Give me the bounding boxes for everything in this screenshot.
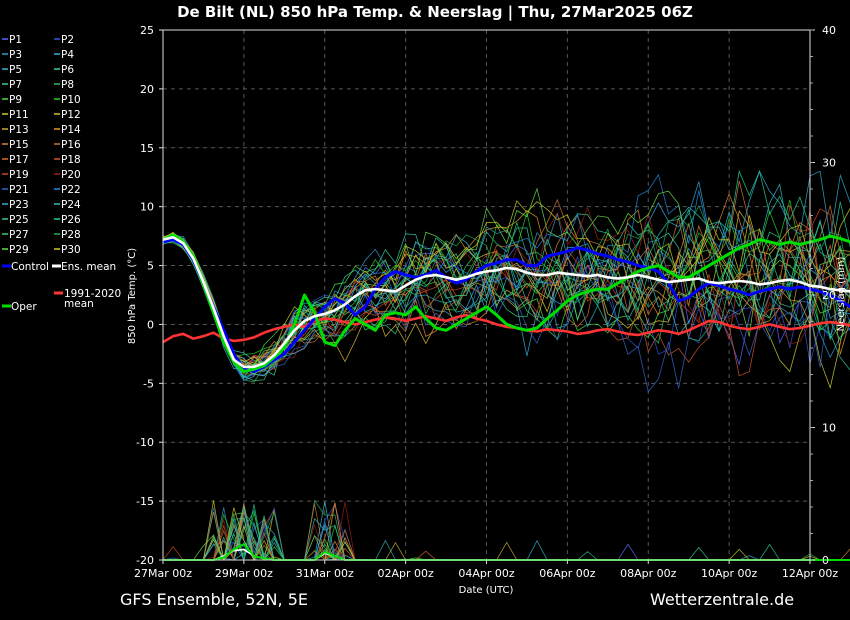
y-axis-ticks: 25 20 15 10 5 0 -5 -10 -15 -20 (136, 24, 163, 567)
member-line (162, 228, 850, 367)
legend-item-label: P8 (61, 79, 74, 91)
y-tick-label: 15 (140, 142, 154, 155)
legend-item-label: Control (11, 261, 49, 273)
legend-item-label: P13 (9, 124, 29, 136)
y2-tick-label: 10 (822, 422, 836, 435)
legend-item-label: P19 (9, 169, 29, 181)
y-tick-label: -10 (136, 436, 154, 449)
legend-item-label: P10 (61, 94, 81, 106)
member-line (162, 183, 850, 377)
y-tick-label: -15 (136, 495, 154, 508)
y-axis-label: 850 hPa Temp. (°C) (127, 248, 138, 344)
legend-item-label: P26 (61, 214, 81, 226)
series-line-control (162, 238, 850, 374)
legend-item-label: P27 (9, 229, 29, 241)
y2-tick-label: 40 (822, 24, 836, 37)
legend-item-label: P5 (9, 64, 22, 76)
series-line-ens-mean (162, 236, 850, 369)
legend-item-label: P30 (61, 244, 81, 256)
member-line (162, 187, 850, 373)
x-tick-label: 08Apr 00z (620, 567, 677, 580)
y-tick-label: 20 (140, 83, 154, 96)
legend-item-label: P15 (9, 139, 29, 151)
legend-item-label: P18 (61, 154, 81, 166)
legend-item-label: P7 (9, 79, 22, 91)
legend-item-label: P6 (61, 64, 74, 76)
legend-item-label: P21 (9, 184, 29, 196)
x-tick-label: 31Mar 00z (296, 567, 354, 580)
legend-item-label: Oper (11, 301, 37, 313)
chart-title: De Bilt (NL) 850 hPa Temp. & Neerslag | … (177, 3, 693, 22)
y-tick-label: 5 (147, 260, 154, 273)
legend: P1 P2 P3 P4 P5 P6 P7 P8 P9 P10 P11 P12 P13 P14 P15 P16 P… (2, 34, 121, 313)
legend-item-label: P24 (61, 199, 81, 211)
x-axis-label: Date (UTC) (459, 585, 514, 596)
y2-tick-label: 0 (822, 554, 829, 567)
member-line (162, 205, 850, 370)
y2-axis-label: Neerslag (mm) (836, 256, 847, 331)
legend-item-label: P17 (9, 154, 29, 166)
legend-item-label: 1991-2020 (64, 288, 121, 300)
y-tick-label: -20 (136, 554, 154, 567)
footer-source: GFS Ensemble, 52N, 5E (120, 590, 308, 609)
legend-item-label: P16 (61, 139, 81, 151)
legend-item-label: P9 (9, 94, 22, 106)
series-line-oper (162, 233, 850, 374)
y2-tick-label: 20 (822, 289, 836, 302)
x-tick-label: 02Apr 00z (377, 567, 434, 580)
legend-item-label: P20 (61, 169, 81, 181)
legend-item-label: Ens. mean (61, 261, 116, 273)
y2-axis-ticks: 40 30 20 10 0 (810, 24, 836, 567)
legend-item-label: P12 (61, 109, 81, 121)
y-tick-label: 25 (140, 24, 154, 37)
y-tick-label: 10 (140, 201, 154, 214)
legend-item-label: P23 (9, 199, 29, 211)
y-tick-label: 0 (147, 318, 154, 331)
legend-item-label: P14 (61, 124, 81, 136)
legend-item-label: mean (64, 298, 94, 310)
member-line (162, 204, 850, 364)
x-tick-label: 27Mar 00z (134, 567, 192, 580)
legend-item-label: P25 (9, 214, 29, 226)
legend-item-label: P1 (9, 34, 22, 46)
x-tick-label: 12Apr 00z (782, 567, 839, 580)
legend-item-label: P11 (9, 109, 29, 121)
x-axis-ticks: 27Mar 00z 29Mar 00z 31Mar 00z 02Apr 00z 04Ap… (134, 560, 838, 580)
member-line (162, 209, 850, 365)
member-line (162, 241, 850, 375)
legend-item-label: P2 (61, 34, 74, 46)
x-tick-label: 04Apr 00z (458, 567, 515, 580)
footer-site: Wetterzentrale.de (650, 590, 794, 609)
y-tick-label: -5 (143, 377, 154, 390)
legend-item-label: P3 (9, 49, 22, 61)
legend-item-label: P28 (61, 229, 81, 241)
x-tick-label: 06Apr 00z (539, 567, 596, 580)
member-line (162, 169, 850, 379)
x-tick-label: 29Mar 00z (215, 567, 273, 580)
legend-item-label: P22 (61, 184, 81, 196)
legend-item-label: P29 (9, 244, 29, 256)
legend-item-label: P4 (61, 49, 74, 61)
y2-tick-label: 30 (822, 157, 836, 170)
x-tick-label: 10Apr 00z (701, 567, 758, 580)
